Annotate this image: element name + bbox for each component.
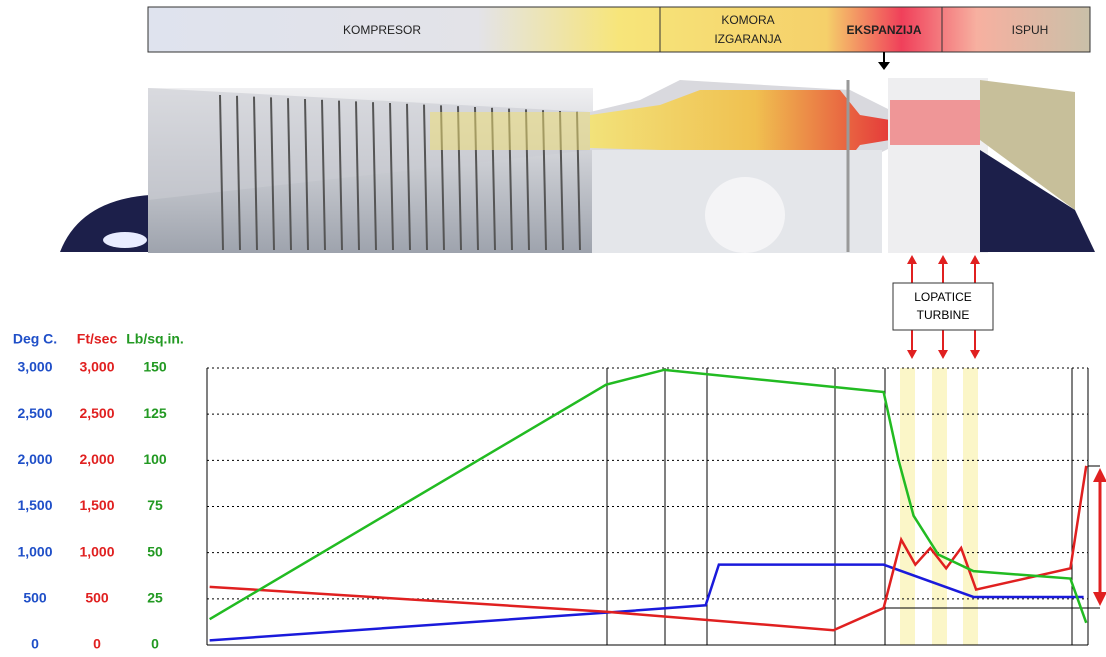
y-tick-label: 1,500 [17, 497, 52, 513]
turbine-annotation [892, 255, 994, 359]
y-tick-label: 150 [143, 359, 167, 375]
series-line [209, 563, 1084, 642]
y-tick-label: 2,000 [17, 451, 52, 467]
y-tick-label: 2,000 [79, 451, 114, 467]
blade [304, 98, 309, 251]
turbine-label: TURBINE [917, 308, 970, 322]
blade [406, 103, 411, 251]
banner-label: KOMORA [721, 13, 774, 27]
blade [372, 102, 377, 251]
series-line [209, 368, 1088, 624]
blade [321, 99, 326, 251]
turbine-label: LOPATICE [914, 290, 972, 304]
blade [253, 96, 258, 251]
y-tick-label: 500 [23, 590, 47, 606]
blade [355, 101, 360, 251]
blade [236, 95, 241, 251]
series-line [209, 465, 1088, 632]
y-tick-label: 3,000 [79, 359, 114, 375]
y-tick-label: 1,500 [79, 497, 114, 513]
y-tick-label: 1,000 [17, 543, 52, 559]
y-tick-label: 75 [147, 497, 163, 513]
blade [423, 104, 428, 251]
y-tick-label: 100 [143, 451, 167, 467]
y-tick-label: 2,500 [17, 405, 52, 421]
engine-banner: KOMPRESOR KOMORA IZGARANJA EKSPANZIJA IS… [147, 6, 1091, 70]
plot-layout [206, 368, 1106, 645]
y-tick-label: 2,500 [79, 405, 114, 421]
blade [270, 97, 275, 251]
y-tick-label: 1,000 [79, 543, 114, 559]
y-tick-label: 0 [151, 636, 159, 652]
y-tick-label: 125 [143, 405, 167, 421]
y-tick-label: 500 [85, 590, 109, 606]
y-tick-label: 0 [31, 636, 39, 652]
y-tick-label: 25 [147, 590, 163, 606]
banner-label: KOMPRESOR [343, 23, 421, 37]
engine-illustration [60, 78, 1095, 253]
axis-title: Deg C. [13, 331, 57, 347]
axis-title: Ft/sec [77, 331, 118, 347]
y-tick-label: 0 [93, 636, 101, 652]
blade [338, 100, 343, 251]
y-tick-label: 50 [147, 543, 163, 559]
y-tick-label: 3,000 [17, 359, 52, 375]
axis-title: Lb/sq.in. [126, 331, 184, 347]
blade [287, 98, 292, 251]
banner-label: ISPUH [1012, 23, 1049, 37]
blade [389, 102, 394, 251]
banner-label: EKSPANZIJA [846, 23, 921, 37]
blade [219, 94, 224, 251]
banner-label: IZGARANJA [714, 32, 781, 46]
